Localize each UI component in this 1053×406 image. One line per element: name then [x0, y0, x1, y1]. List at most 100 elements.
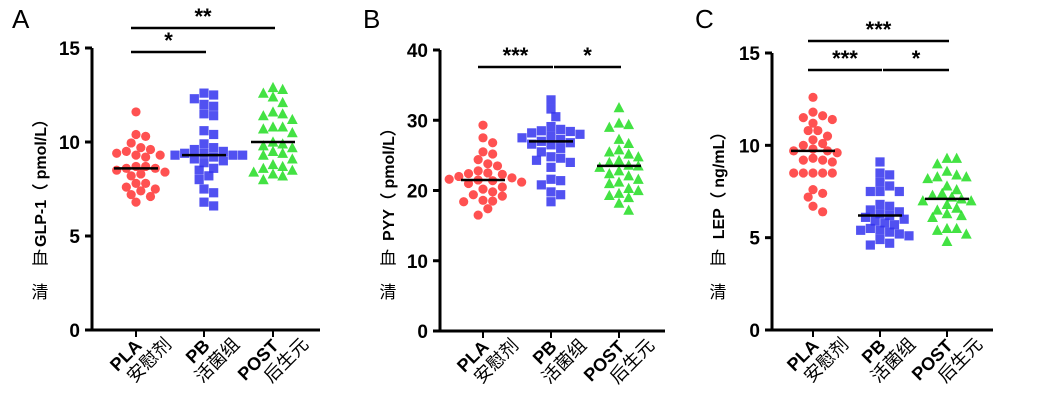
data-point [885, 181, 895, 191]
data-point [623, 137, 635, 149]
data-point [257, 140, 269, 151]
data-point [808, 201, 818, 211]
data-point [870, 216, 880, 226]
series-pb [170, 88, 248, 211]
data-point [789, 168, 799, 178]
data-point [488, 187, 498, 197]
data-point [536, 180, 546, 190]
data-point [798, 155, 808, 165]
series-pla [444, 120, 527, 220]
data-point [931, 171, 943, 182]
data-point [136, 186, 146, 196]
data-point [546, 187, 556, 197]
significance-label: *** [832, 46, 858, 71]
data-point [189, 144, 199, 155]
data-point [951, 152, 963, 163]
y-tick-label: 10 [739, 136, 760, 157]
data-point [199, 158, 209, 168]
data-point [960, 171, 972, 182]
data-point [497, 169, 507, 179]
y-axis-label-prefix: 血清 [380, 249, 397, 303]
data-point [827, 168, 837, 178]
data-point [951, 222, 963, 234]
data-point [145, 144, 156, 155]
data-point [546, 104, 556, 114]
data-point [917, 195, 929, 206]
y-axis-label: PYY（ pmol/L） [380, 120, 398, 241]
data-point [497, 182, 507, 192]
data-point [189, 94, 199, 104]
data-point [556, 143, 566, 153]
data-point [536, 147, 546, 157]
data-point [136, 143, 146, 153]
data-point [209, 143, 219, 153]
data-point [121, 182, 131, 192]
data-point [267, 106, 279, 117]
y-axis-label: LEP（ ng/mL） [710, 124, 728, 240]
data-point [865, 240, 875, 250]
data-point [941, 165, 953, 176]
data-point [483, 159, 493, 169]
data-point [803, 125, 813, 136]
data-point [798, 168, 808, 178]
data-point [808, 135, 818, 145]
data-point [170, 150, 180, 160]
data-point [613, 117, 625, 128]
data-point [885, 170, 895, 180]
data-point [199, 126, 209, 136]
data-point [194, 175, 204, 185]
data-point [808, 107, 818, 117]
data-point [885, 227, 895, 237]
data-point [483, 168, 493, 178]
data-point [131, 197, 141, 207]
data-point [517, 133, 527, 143]
y-tick-label: 15 [739, 44, 761, 65]
data-point [546, 140, 556, 150]
data-point [613, 144, 625, 155]
data-point [951, 202, 963, 213]
data-point [267, 81, 279, 93]
data-point [556, 124, 566, 134]
significance-label: * [583, 43, 592, 68]
data-point [904, 231, 914, 241]
data-point [546, 174, 556, 184]
data-point [546, 131, 556, 141]
data-point [218, 146, 228, 156]
data-point [827, 157, 837, 167]
data-point [818, 111, 828, 121]
data-point [180, 148, 190, 158]
data-point [473, 166, 483, 176]
data-point [885, 238, 895, 248]
data-point [131, 150, 141, 160]
data-point [194, 165, 204, 175]
y-tick-label: 0 [749, 321, 760, 342]
data-point [865, 205, 875, 215]
data-point [894, 186, 904, 197]
data-point [951, 184, 963, 195]
data-point [209, 163, 219, 173]
data-point [497, 191, 507, 201]
data-point [546, 162, 556, 172]
data-point [875, 186, 885, 197]
data-point [603, 121, 615, 132]
data-point [136, 169, 146, 179]
data-point [808, 144, 818, 154]
data-point [951, 169, 963, 180]
significance-label: *** [866, 17, 892, 42]
data-point [141, 152, 151, 162]
data-point [803, 192, 813, 202]
data-point [199, 184, 209, 194]
data-point [941, 235, 953, 246]
series-post [248, 81, 298, 185]
data-point [286, 142, 298, 153]
data-point [556, 176, 566, 186]
data-point [808, 168, 818, 178]
data-point [623, 191, 635, 203]
y-tick-label: 0 [69, 321, 80, 342]
data-point [818, 155, 828, 165]
data-point [546, 95, 556, 105]
data-point [565, 138, 575, 148]
data-point [199, 99, 209, 109]
